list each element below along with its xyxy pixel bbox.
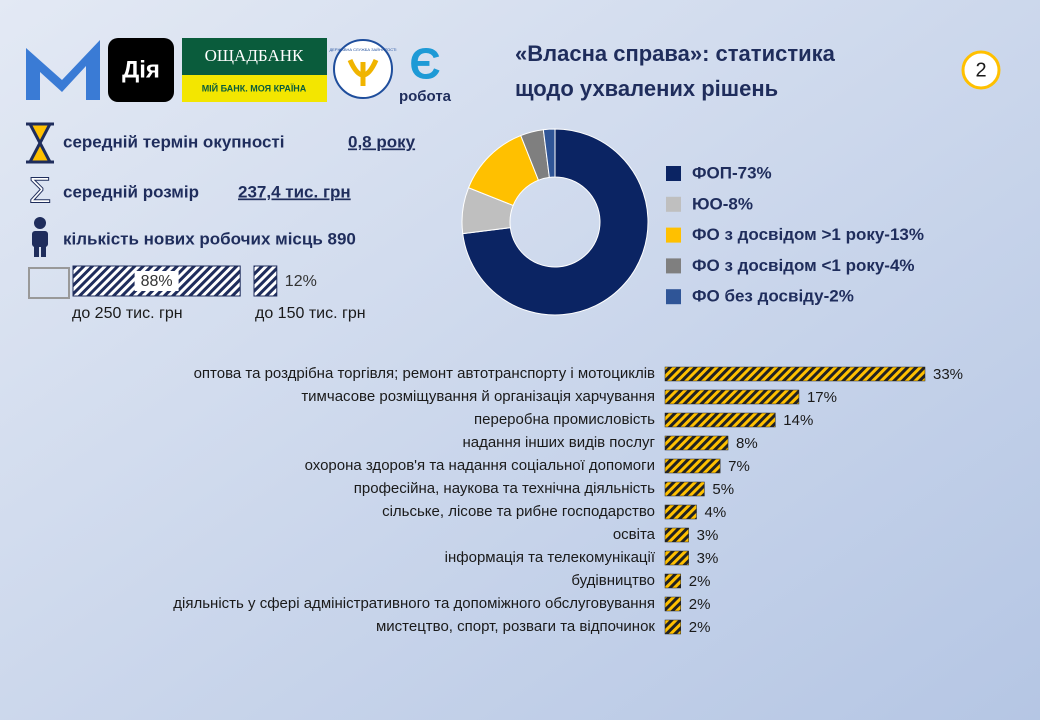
sigma-icon: Σ	[29, 170, 51, 211]
title: щодо ухвалених рішень	[515, 76, 778, 101]
legend-label: ЮО-8%	[692, 194, 753, 213]
value-label: 3%	[697, 527, 719, 544]
category-label: надання інших видів послуг	[462, 434, 655, 451]
value-label: 4%	[705, 504, 727, 521]
page-number: 2	[975, 59, 986, 81]
category-label: до 250 тис. грн	[72, 305, 183, 322]
category-label: мистецтво, спорт, розваги та відпочинок	[376, 618, 655, 635]
value-label: 8%	[736, 435, 758, 452]
stat-value: 237,4 тис. грн	[238, 182, 351, 201]
legend-label: ФО з досвідом <1 року-4%	[692, 256, 915, 275]
logo-erobota-letter: Є	[409, 40, 440, 89]
category-label: тимчасове розміщування й організація хар…	[301, 388, 655, 405]
bar	[664, 481, 705, 497]
value-label: 33%	[933, 366, 963, 383]
donut-slice	[542, 128, 556, 178]
logo-m	[26, 40, 100, 100]
logo-dsz-mark	[347, 58, 379, 86]
value-label: 17%	[807, 389, 837, 406]
value-label: 2%	[689, 619, 711, 636]
stat-label: середній розмір	[63, 182, 199, 201]
logo-bank-slogan-bg	[182, 75, 327, 102]
label-bg	[134, 271, 179, 291]
logo-bank	[182, 38, 327, 75]
logo-erobota-text: робота	[399, 88, 452, 105]
bar	[664, 412, 776, 428]
legend-swatch	[666, 227, 681, 243]
value-label: 88%	[141, 273, 173, 290]
logo-diia-text: Дія	[122, 56, 160, 83]
legend-label: ФО без досвіду-2%	[692, 287, 854, 306]
legend-swatch	[666, 196, 681, 212]
category-label: будівництво	[571, 572, 655, 589]
page-badge	[961, 50, 1001, 90]
value-label: 14%	[783, 412, 813, 429]
value-label: 2%	[689, 573, 711, 590]
stat-icons: Σ	[26, 122, 70, 299]
hourglass-icon	[26, 122, 54, 164]
donut-slice	[462, 128, 649, 316]
bar	[664, 366, 926, 382]
legend-label: ФОП-73%	[692, 163, 772, 182]
category-label: професійна, наукова та технічна діяльніс…	[354, 480, 655, 497]
category-label: діяльність у сфері адміністративного та …	[173, 595, 655, 612]
value-label: 2%	[689, 596, 711, 613]
person-icon	[32, 217, 48, 257]
logo-dsz-text: ДЕРЖАВНА СЛУЖБА ЗАЙНЯТОСТІ	[329, 47, 396, 52]
stat-label: середній термін окупності	[63, 132, 284, 151]
category-label: інформація та телекомунікації	[445, 549, 656, 566]
logo-diia	[108, 38, 174, 102]
value-label: 5%	[712, 481, 734, 498]
category-label: до 150 тис. грн	[255, 305, 366, 322]
bar	[664, 458, 721, 474]
title: «Власна справа»: статистика	[515, 41, 836, 66]
bar	[664, 573, 682, 589]
logo-bank-slogan: МІЙ БАНК. МОЯ КРАЇНА	[202, 82, 307, 93]
legend-swatch	[666, 289, 681, 305]
split-bar	[253, 265, 278, 297]
logo-bank-text: ОЩАДБАНК	[205, 46, 304, 65]
category-label: оптова та роздрібна торгівля; ремонт авт…	[194, 365, 655, 382]
bar	[664, 619, 682, 635]
abacus-icon	[28, 267, 70, 299]
bar	[664, 504, 697, 520]
logos: Дія ОЩАДБАНК МІЙ БАНК. МОЯ КРАЇНА ДЕРЖАВ…	[26, 38, 452, 105]
value-label: 3%	[697, 550, 719, 567]
category-label: сільське, лісове та рибне господарство	[382, 503, 655, 520]
category-label: охорона здоров'я та надання соціальної д…	[305, 457, 655, 474]
bar	[664, 596, 682, 612]
value-label: 12%	[285, 273, 317, 290]
category-label: переробна промисловість	[474, 411, 655, 428]
stat-label: кількість нових робочих місць 890	[63, 229, 356, 248]
value-label: 7%	[728, 458, 750, 475]
stat-value: 0,8 року	[348, 132, 416, 151]
category-label: освіта	[613, 526, 656, 543]
legend-label: ФО з досвідом >1 року-13%	[692, 225, 924, 244]
bar	[664, 550, 689, 566]
legend-swatch	[666, 258, 681, 274]
bar	[664, 389, 800, 405]
bar	[664, 435, 729, 451]
legend-swatch	[666, 166, 681, 181]
bar	[664, 527, 689, 543]
